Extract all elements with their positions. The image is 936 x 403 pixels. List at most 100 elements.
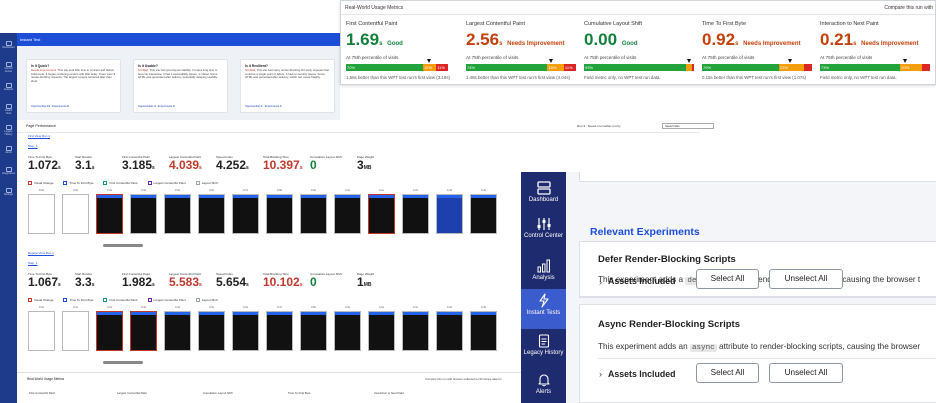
filmstrip-frame[interactable]: 3.8s (266, 189, 293, 241)
run-view-link[interactable]: First View Run 1 (28, 134, 50, 138)
filmstrip-frame[interactable]: 3.9s (334, 306, 361, 358)
chevron-right-icon[interactable]: › (599, 277, 602, 287)
sidebar-item-label: Dashboard (528, 197, 559, 203)
rail-icon (5, 62, 12, 67)
filmstrip: 0.0s 3.1s 3.2s 3.3s 3.4s 3.5s 3.6s 3.7s 3.8s 3.9s… (28, 306, 520, 358)
legend-item[interactable]: Time To First Byte (63, 181, 93, 186)
rail-item[interactable]: Instant Tests (2, 104, 15, 115)
filmstrip-frame[interactable]: 4.2s (436, 306, 463, 358)
filmstrip-frame[interactable]: 3.7s (266, 306, 293, 358)
rum-percentile-note: At 75th percentile of visits (820, 55, 873, 60)
experiment-title: Async Render-Blocking Scripts (598, 319, 741, 330)
filmstrip-frame[interactable]: 3.4s (164, 306, 191, 358)
distribution-segment (691, 64, 694, 71)
filmstrip-frame[interactable]: 4.1s (368, 189, 395, 241)
sort-select[interactable]: Speed Index (662, 123, 714, 129)
sidebar-item-dashboard[interactable]: Dashboard (521, 181, 566, 211)
metric-label: First Contentful Paint (122, 155, 151, 159)
legend-item[interactable]: Visual Change (28, 298, 53, 303)
filmstrip-frame[interactable]: 3.3s (130, 189, 157, 241)
filmstrip-frame[interactable]: 3.1s (62, 306, 89, 358)
summary-card: Is it Quick? Needs Improvement. This site… (26, 59, 121, 113)
sidebar-item-instant-tests[interactable]: Instant Tests (521, 289, 566, 329)
filmstrip-frame[interactable]: 4.0s (368, 306, 395, 358)
legend-item[interactable]: Layout Shift (195, 181, 218, 186)
filmstrip-scrollbar[interactable] (103, 361, 143, 364)
filmstrip-frame[interactable]: 3.7s (232, 189, 259, 241)
legend-item[interactable]: First Contentful Paint (103, 181, 138, 186)
filmstrip-frame[interactable]: 3.5s (198, 306, 225, 358)
legend-swatch (28, 181, 32, 186)
filmstrip-frame[interactable]: 0.0s (28, 189, 55, 241)
filmstrip-frame[interactable]: 3.2s (96, 306, 123, 358)
legend-item[interactable]: Visual Change (28, 181, 53, 186)
sidebar-item-alerts[interactable]: Alerts (521, 373, 566, 403)
filmstrip-frame[interactable]: 3.6s (232, 306, 259, 358)
metrics-row: Time To First Byte 1.067s Start Render 3.3s… (28, 272, 404, 292)
legend-swatch (28, 298, 32, 303)
legend-item[interactable]: Largest Contentful Paint (147, 181, 186, 186)
rail-item[interactable]: Dashboard (2, 41, 15, 50)
unselect-all-button[interactable]: Unselect All (769, 363, 843, 383)
rail-item[interactable]: Control Center (2, 62, 15, 73)
frame-time: 0.0s (39, 189, 44, 192)
legend-item[interactable]: First Contentful Paint (103, 298, 138, 303)
metric: Start Render 3.3s (75, 272, 122, 292)
run-view-link[interactable]: Repeat View Run 1 (28, 251, 54, 255)
filmstrip-frame[interactable]: 4.1s (402, 306, 429, 358)
sidebar-item-control-center[interactable]: Control Center (521, 217, 566, 253)
legend-swatch (63, 298, 68, 303)
legend-item[interactable]: Time To First Byte (63, 298, 93, 303)
filmstrip-frame[interactable]: 3.5s (164, 189, 191, 241)
frame-thumbnail (368, 311, 395, 351)
rail-item[interactable]: Integrations (2, 167, 15, 176)
rail-item[interactable]: Legacy History (2, 125, 15, 136)
chevron-right-icon[interactable]: › (599, 369, 602, 379)
rum-comparison-note: 0.15s better than this WPT test run's fi… (702, 75, 806, 80)
filmstrip-frame[interactable]: 4.3s (470, 306, 497, 358)
select-all-button[interactable]: Select All (696, 269, 759, 289)
lightning-icon (538, 293, 549, 308)
summary-card-text: Not Bad. This site had good layout stabi… (138, 68, 219, 79)
filmstrip-frame[interactable]: 4.0s (334, 189, 361, 241)
filmstrip-frame[interactable]: 0.0s (28, 306, 55, 358)
distribution-segment: 11% (436, 64, 449, 71)
step-link[interactable]: Step_1 (28, 261, 38, 265)
rail-icon (5, 83, 12, 88)
rum-metric-name: First Contentful Paint (346, 21, 398, 27)
metric: Time To First Byte 1.072s (28, 155, 75, 175)
legend-item[interactable]: Layout Shift (195, 298, 218, 303)
distribution-bar: 93% (584, 59, 694, 71)
filmstrip-frame[interactable]: 4.2s (402, 189, 429, 241)
frame-time: 4.1s (413, 306, 418, 309)
rail-item[interactable]: Settings (2, 188, 15, 197)
summary-card-links[interactable]: Opportunities 1 Experiments 4 (245, 105, 282, 108)
select-all-button[interactable]: Select All (696, 363, 759, 383)
filmstrip-frame[interactable]: 3.9s (300, 189, 327, 241)
filmstrip-frame[interactable]: 4.4s (470, 189, 497, 241)
rum-metric-card: Time To First Byte 0.92s Needs Improvemen… (702, 21, 812, 80)
filmstrip-frame[interactable]: 4.3s (436, 189, 463, 241)
rum-compare-link[interactable]: Compare this run with (884, 5, 933, 11)
unselect-all-button[interactable]: Unselect All (769, 269, 843, 289)
sidebar-item-legacy-history[interactable]: Legacy History (521, 334, 566, 370)
filmstrip-frame[interactable]: 3.2s (96, 189, 123, 241)
frame-time: 4.0s (345, 189, 350, 192)
rail-icon (5, 104, 12, 109)
summary-card-links[interactable]: Opportunities 11 Experiments 9 (31, 105, 69, 108)
filmstrip-frame[interactable]: 3.8s (300, 306, 327, 358)
sidebar-item-analysis[interactable]: Analysis (521, 259, 566, 289)
frame-thumbnail (198, 194, 225, 234)
filmstrip-scrollbar[interactable] (103, 244, 143, 247)
rail-item[interactable]: Alerts (2, 146, 15, 155)
assets-included-toggle[interactable]: Assets Included (608, 276, 676, 286)
legend-item[interactable]: Largest Contentful Paint (147, 298, 186, 303)
step-link[interactable]: Step_1 (28, 144, 38, 148)
summary-card-links[interactable]: Opportunities 4 Experiments 3 (138, 105, 175, 108)
filmstrip-frame[interactable]: 3.0s (62, 189, 89, 241)
assets-included-toggle[interactable]: Assets Included (608, 369, 676, 379)
rail-item[interactable]: Analysis (2, 83, 15, 92)
filmstrip-frame[interactable]: 3.3s (130, 306, 157, 358)
filmstrip-frame[interactable]: 3.6s (198, 189, 225, 241)
frame-thumbnail (368, 194, 395, 234)
